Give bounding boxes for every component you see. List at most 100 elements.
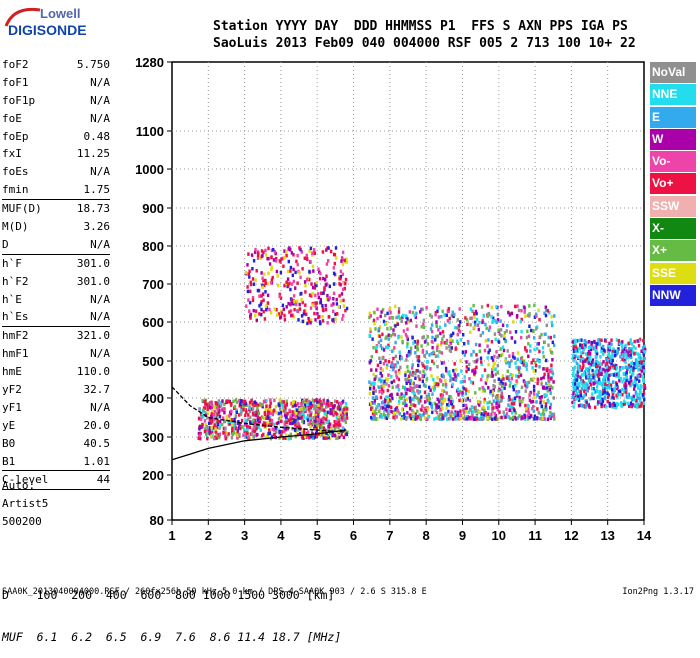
echo-point <box>323 421 326 425</box>
echo-point <box>435 324 438 328</box>
echo-point <box>602 388 605 393</box>
echo-point <box>321 319 325 323</box>
echo-point <box>341 317 344 321</box>
echo-point <box>270 267 273 272</box>
echo-point <box>474 405 477 410</box>
echo-point <box>272 422 276 427</box>
legend-item-sse: SSE <box>650 262 696 284</box>
echo-point <box>323 286 326 290</box>
echo-point <box>287 247 290 251</box>
echo-point <box>526 403 530 408</box>
echo-point <box>630 379 633 383</box>
echo-point <box>287 259 290 264</box>
x-tick-label: 12 <box>564 528 578 543</box>
echo-point <box>532 384 536 389</box>
echo-point <box>264 253 268 257</box>
echo-point <box>387 337 390 341</box>
echo-point <box>236 431 239 435</box>
echo-point <box>580 344 584 348</box>
echo-point <box>612 396 616 400</box>
echo-point <box>261 276 264 280</box>
echo-point <box>384 414 387 418</box>
legend-item-vo-: Vo- <box>650 151 696 173</box>
echo-point <box>308 422 312 426</box>
echo-point <box>385 404 389 408</box>
echo-point <box>494 337 497 342</box>
echo-point <box>391 396 394 401</box>
echo-point <box>235 426 238 430</box>
echo-point <box>283 429 286 434</box>
echo-point <box>403 416 406 420</box>
echo-point <box>247 413 250 417</box>
echo-point <box>261 283 264 288</box>
echo-point <box>381 356 384 361</box>
echo-point <box>619 389 622 393</box>
echo-point <box>425 365 429 369</box>
echo-point <box>401 416 405 421</box>
echo-point <box>270 418 274 423</box>
header-values: SaoLuis 2013 Feb09 040 004000 RSF 005 2 … <box>213 36 636 51</box>
param-name: M(D) <box>2 220 29 234</box>
echo-point <box>254 314 257 318</box>
echo-point <box>435 334 438 339</box>
echo-point <box>303 415 306 419</box>
echo-point <box>617 373 621 377</box>
x-tick-label: 6 <box>350 528 357 543</box>
echo-point <box>495 320 498 324</box>
echo-point <box>256 415 259 420</box>
echo-point <box>320 404 324 409</box>
echo-point <box>335 302 339 306</box>
echo-point <box>493 332 497 336</box>
echo-point <box>599 399 602 403</box>
echo-point <box>498 416 502 420</box>
echo-point <box>637 356 641 360</box>
echo-point <box>637 360 641 365</box>
echo-point <box>307 430 310 434</box>
echo-point <box>374 389 377 393</box>
echo-point <box>596 342 599 346</box>
echo-point <box>385 395 388 399</box>
echo-point <box>309 417 313 422</box>
echo-point <box>550 315 553 319</box>
echo-point <box>394 354 398 359</box>
echo-point <box>394 364 397 369</box>
echo-point <box>552 380 555 384</box>
echo-point <box>604 375 607 379</box>
echo-point <box>546 417 550 421</box>
echo-point <box>286 277 290 281</box>
echo-point <box>615 372 618 377</box>
echo-point <box>610 361 613 366</box>
echo-point <box>523 310 526 314</box>
echo-point <box>530 414 533 418</box>
echo-point <box>300 298 303 302</box>
echo-point <box>294 428 297 432</box>
echo-point <box>430 402 433 406</box>
echo-point <box>311 436 314 440</box>
echo-point <box>500 395 504 399</box>
echo-point <box>588 365 591 369</box>
echo-point <box>463 342 466 346</box>
echo-point <box>594 374 597 378</box>
echo-point <box>490 371 494 375</box>
echo-point <box>500 388 503 393</box>
echo-point <box>592 396 595 401</box>
param-value: 20.0 <box>83 418 111 432</box>
echo-point <box>475 415 479 419</box>
echo-point <box>240 399 243 403</box>
echo-point <box>286 436 289 440</box>
echo-point <box>299 431 302 436</box>
echo-point <box>504 415 507 419</box>
echo-point <box>517 351 520 355</box>
x-tick-label: 4 <box>277 528 285 543</box>
echo-point <box>447 397 451 402</box>
echo-point <box>298 407 301 411</box>
echo-point <box>629 401 633 405</box>
echo-point <box>256 406 259 410</box>
echo-point <box>542 355 545 359</box>
echo-point <box>406 387 409 392</box>
echo-point <box>379 366 383 371</box>
echo-point <box>626 392 629 397</box>
echo-point <box>581 379 585 383</box>
echo-point <box>327 259 330 263</box>
echo-point <box>616 395 619 400</box>
